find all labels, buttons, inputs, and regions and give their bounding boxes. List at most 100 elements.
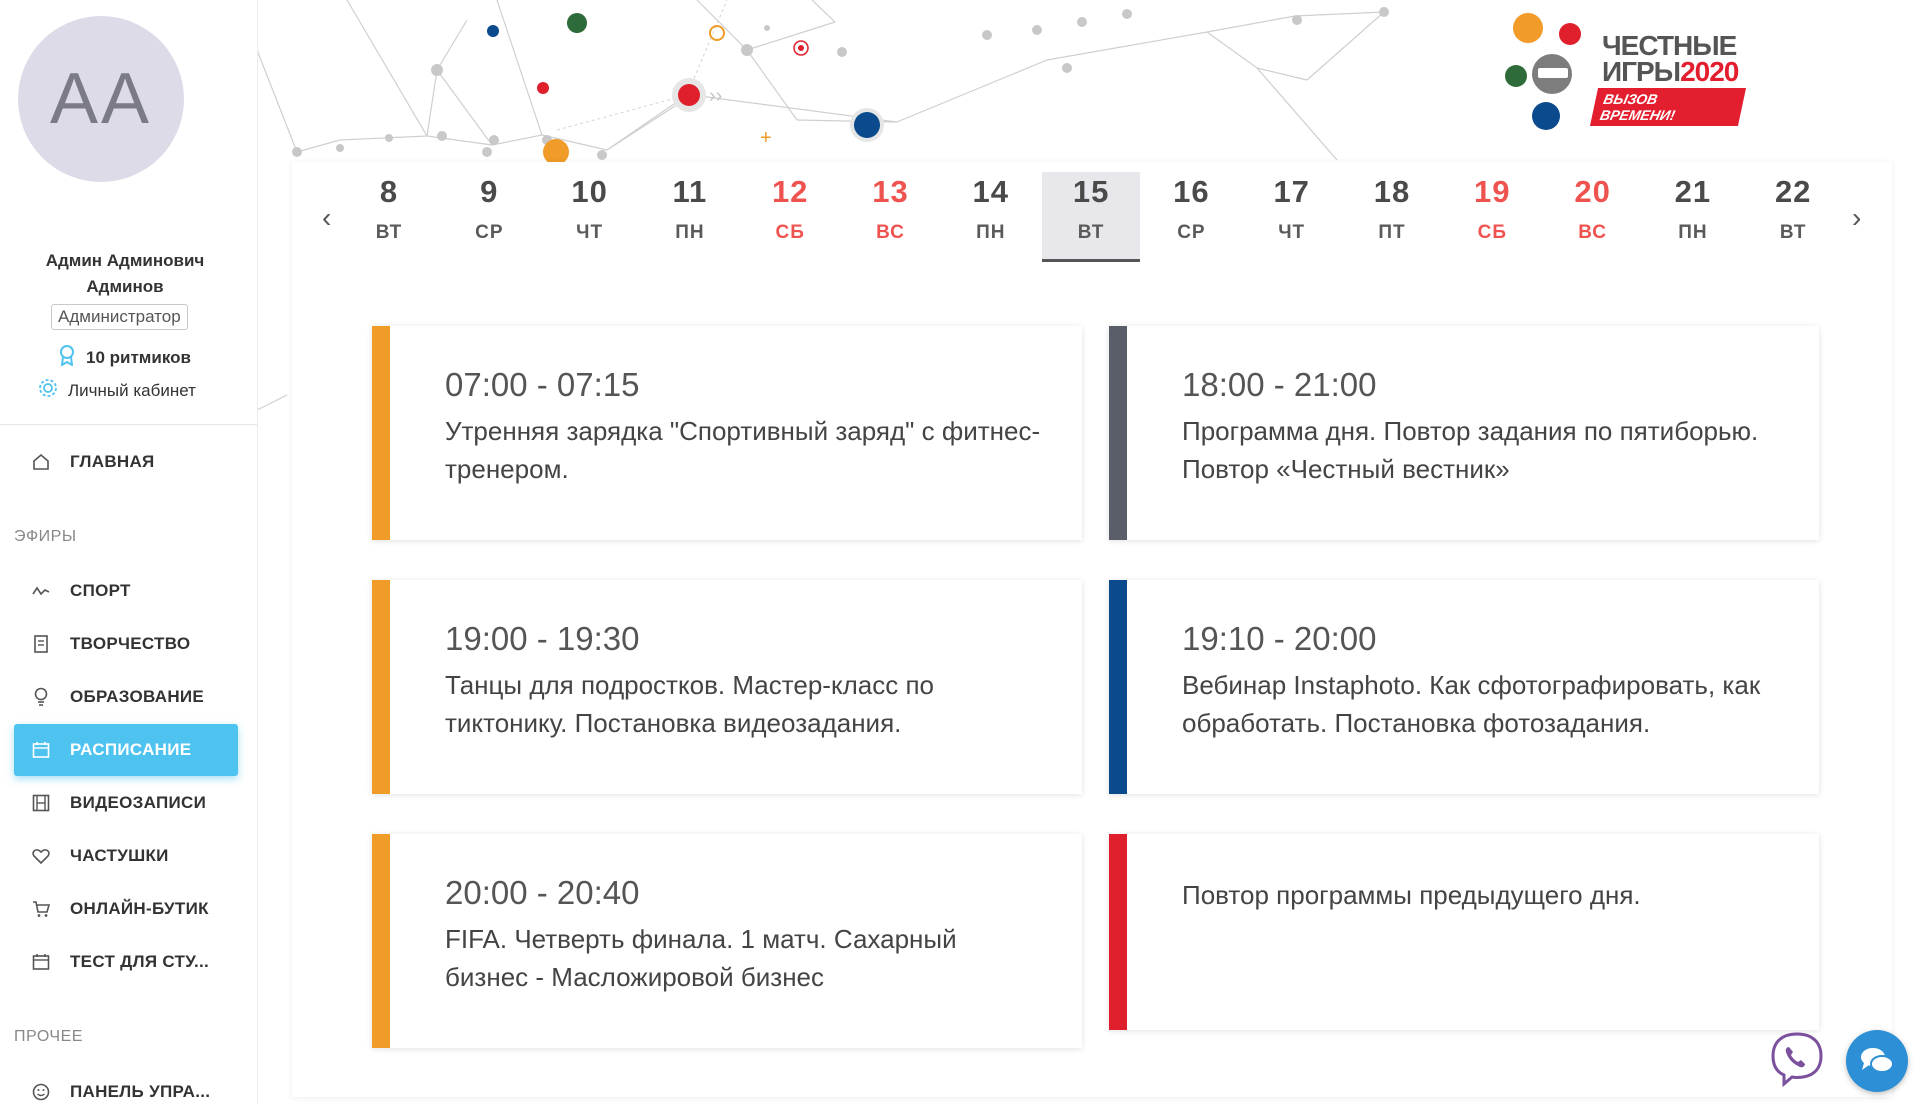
date-weekday: ВТ [375,222,403,243]
sidebar-item-videos[interactable]: ВИДЕОЗАПИСИ [14,777,238,829]
avatar[interactable]: AA [18,16,184,182]
sidebar-item-education[interactable]: ОБРАЗОВАНИЕ [14,671,238,723]
date-13[interactable]: 13 ВС [842,172,940,262]
date-number: 12 [771,174,809,209]
event-description: Танцы для подростков. Мастер-класс по ти… [445,670,934,738]
user-role-badge: Администратор [51,304,188,330]
event-time: 19:10 - 20:00 [1182,620,1377,657]
date-12[interactable]: 12 СБ [741,172,839,262]
date-14[interactable]: 14 ПН [942,172,1040,262]
date-number: 18 [1373,174,1411,209]
date-11[interactable]: 11 ПН [641,172,739,262]
date-18[interactable]: 18 ПТ [1343,172,1441,262]
date-weekday: ЧТ [1278,222,1306,243]
date-19[interactable]: 19 СБ [1443,172,1541,262]
event-time: 19:00 - 19:30 [445,620,640,657]
chat-button[interactable] [1846,1030,1908,1092]
date-number: 9 [480,174,499,209]
date-number: 21 [1674,174,1712,209]
rhythms-label: 10 ритмиков [86,347,191,367]
sidebar-item-label: ТВОРЧЕСТВО [70,634,191,653]
event-card[interactable]: 19:00 - 19:30 Танцы для подростков. Масте… [372,580,1082,794]
event-card[interactable]: 07:00 - 07:15 Утренняя зарядка "Спортивны… [372,326,1082,540]
schedule-card: ‹ 8 ВТ 9 СР 10 ЧТ 11 ПН 12 СБ 13 ВС 14 ПН 15 ВТ 16 СР 17 ЧТ… [292,162,1892,1097]
date-weekday: СБ [1477,222,1507,243]
cart-icon [30,898,52,920]
event-color-bar [372,834,390,1048]
section-label-air: ЭФИРЫ [14,528,77,545]
chevron-right-icon[interactable]: › [1852,202,1862,233]
date-20[interactable]: 20 ВС [1544,172,1642,262]
logo-year: 2020 [1680,56,1739,87]
background-network-decoration: ›› + [257,0,1389,411]
date-21[interactable]: 21 ПН [1644,172,1742,262]
date-10[interactable]: 10 ЧТ [541,172,639,262]
sidebar-item-label: ГЛАВНАЯ [70,452,155,471]
event-card[interactable]: Повтор программы предыдущего дня. [1109,834,1819,1030]
sidebar-item-panel[interactable]: ПАНЕЛЬ УПРА... [14,1066,238,1118]
date-number: 14 [972,174,1010,209]
date-number: 11 [672,174,708,209]
award-icon [58,344,76,371]
film-icon [30,792,52,814]
event-time: 20:00 - 20:40 [445,874,640,911]
date-weekday: ПТ [1378,222,1406,243]
date-weekday: СБ [775,222,805,243]
pulse-icon [30,580,52,602]
cabinet-label: Личный кабинет [68,380,196,400]
sidebar: AA Админ Админович Админов Администратор… [0,0,258,1104]
sidebar-item-label: ОНЛАЙН-БУТИК [70,899,209,918]
date-number: 20 [1574,174,1611,209]
date-number: 16 [1173,174,1210,209]
sidebar-item-label: СПОРТ [70,581,131,600]
event-color-bar [1109,834,1127,1030]
sidebar-item-test[interactable]: ТЕСТ ДЛЯ СТУ... [14,936,238,988]
event-card[interactable]: 18:00 - 21:00 Программа дня. Повтор задан… [1109,326,1819,540]
event-description: Утренняя зарядка "Спортивный заряд" с фи… [445,416,1041,484]
date-number: 10 [571,174,608,209]
event-time: 07:00 - 07:15 [445,366,640,403]
sidebar-item-boutique[interactable]: ОНЛАЙН-БУТИК [14,883,238,935]
date-9[interactable]: 9 СР [440,172,538,262]
logo-word: ИГРЫ [1602,56,1681,87]
sidebar-item-chastushki[interactable]: ЧАСТУШКИ [14,830,238,882]
logo-line-2: ИГРЫ2020 [1602,56,1739,88]
date-strip: ‹ 8 ВТ 9 СР 10 ЧТ 11 ПН 12 СБ 13 ВС 14 ПН 15 ВТ 16 СР 17 ЧТ… [292,162,1892,272]
event-card[interactable]: 19:10 - 20:00 Вебинар Instaphoto. Как сфо… [1109,580,1819,794]
sidebar-item-home[interactable]: ГЛАВНАЯ [14,436,238,488]
sidebar-item-creativity[interactable]: ТВОРЧЕСТВО [14,618,238,670]
event-color-bar [1109,580,1127,794]
event-color-bar [372,326,390,540]
viber-button[interactable] [1768,1030,1826,1088]
event-description: Программа дня. Повтор задания по пятибор… [1182,416,1759,484]
chat-bubbles-icon [1861,1048,1894,1073]
chevron-left-icon[interactable]: ‹ [322,202,332,233]
sidebar-item-label: ОБРАЗОВАНИЕ [70,687,205,706]
logo-tagline: ВЫЗОВ ВРЕМЕНИ! [1589,88,1747,126]
event-time: 18:00 - 21:00 [1182,366,1377,403]
date-8[interactable]: 8 ВТ [340,172,438,262]
event-color-bar [372,580,390,794]
sidebar-item-schedule[interactable]: РАСПИСАНИЕ [14,724,238,776]
date-weekday: ВТ [1779,222,1807,243]
date-weekday: ПН [675,222,705,243]
gear-icon [38,378,58,403]
date-number: 17 [1273,174,1310,209]
date-number: 15 [1072,174,1110,209]
event-description: FIFA. Четверть финала. 1 матч. Сахарный … [445,924,957,992]
date-weekday: ПН [1678,222,1708,243]
sidebar-item-label: ЧАСТУШКИ [70,846,169,865]
date-16[interactable]: 16 СР [1142,172,1240,262]
calendar-icon [30,951,52,973]
date-weekday: ВС [1578,222,1607,243]
date-22[interactable]: 22 ВТ [1744,172,1842,262]
date-17[interactable]: 17 ЧТ [1243,172,1341,262]
calendar-icon [30,739,52,761]
date-number: 13 [872,174,909,209]
sidebar-item-sport[interactable]: СПОРТ [14,565,238,617]
rhythms-count: 10 ритмиков [58,344,191,371]
personal-cabinet-link[interactable]: Личный кабинет [38,378,196,403]
event-description: Повтор программы предыдущего дня. [1182,880,1641,910]
event-card[interactable]: 20:00 - 20:40 FIFA. Четверть финала. 1 ма… [372,834,1082,1048]
date-15[interactable]: 15 ВТ [1042,172,1141,262]
